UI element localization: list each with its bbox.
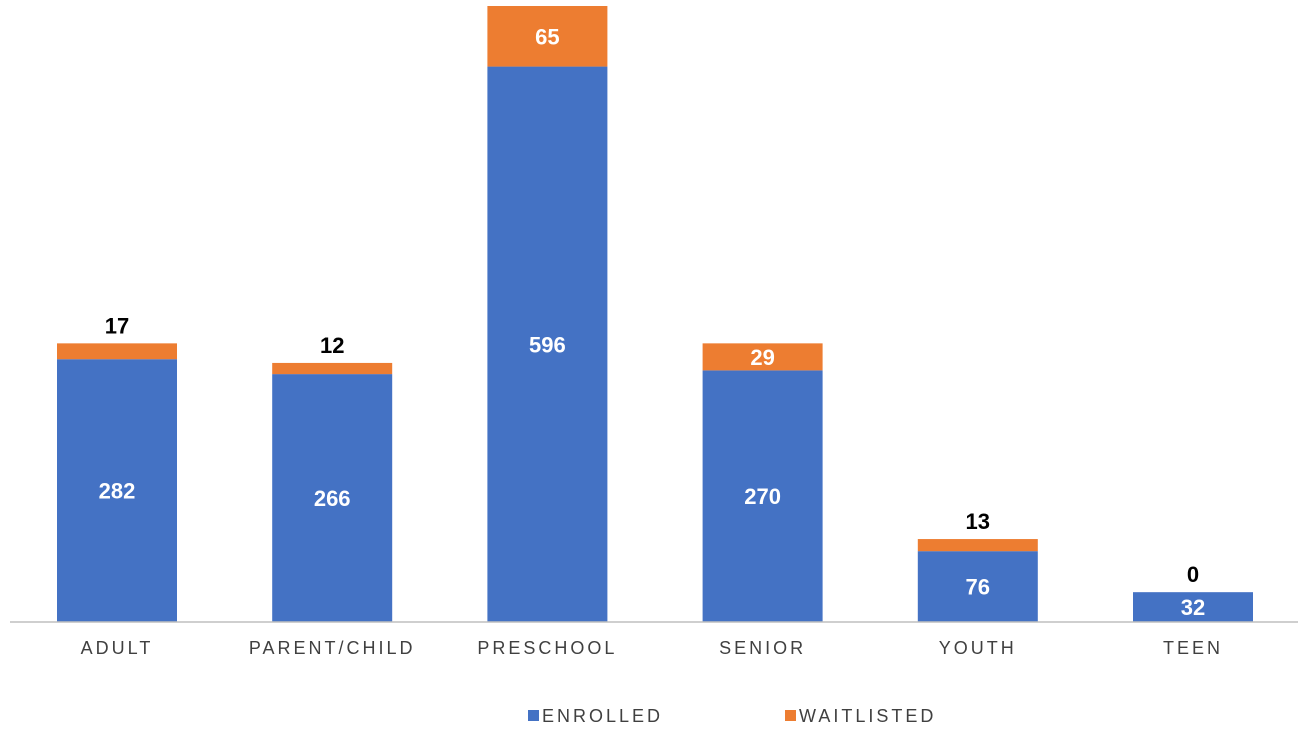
- x-tick-preschool: PRESCHOOL: [477, 638, 617, 658]
- data-label-preschool-waitlisted: 65: [535, 24, 559, 49]
- legend-label-waitlisted: WAITLISTED: [799, 706, 936, 726]
- data-label-youth-enrolled: 76: [966, 575, 990, 600]
- data-label-teen-enrolled: 32: [1181, 595, 1205, 620]
- x-tick-youth: YOUTH: [939, 638, 1017, 658]
- x-tick-teen: TEEN: [1163, 638, 1223, 658]
- legend-swatch-waitlisted: [785, 710, 796, 721]
- x-tick-adult: ADULT: [81, 638, 154, 658]
- legend-swatch-enrolled: [528, 710, 539, 721]
- bar-adult-waitlisted: [57, 343, 177, 360]
- bar-senior-enrolled: [702, 370, 823, 622]
- bar-parent-child-enrolled: [272, 374, 393, 622]
- bar-youth-enrolled: [917, 551, 1038, 622]
- data-label-youth-waitlisted: 13: [966, 509, 990, 534]
- bar-teen-enrolled: [1133, 592, 1253, 622]
- bar-preschool-enrolled: [487, 66, 608, 622]
- bar-youth-waitlisted: [917, 539, 1038, 552]
- data-label-adult-waitlisted: 17: [105, 313, 129, 338]
- bar-parent-child-waitlisted: [272, 362, 393, 375]
- x-tick-parent-child: PARENT/CHILD: [249, 638, 416, 658]
- data-label-senior-enrolled: 270: [744, 484, 781, 509]
- bar-preschool-waitlisted: [487, 6, 608, 67]
- x-tick-labels: ADULT PARENT/CHILD PRESCHOOL SENIOR YOUTH TEE…: [81, 638, 1223, 658]
- bar-senior-waitlisted: [702, 343, 823, 371]
- legend-label-enrolled: ENROLLED: [542, 706, 663, 726]
- bars-group: [57, 6, 1253, 622]
- x-tick-senior: SENIOR: [719, 638, 806, 658]
- data-label-parent-child-enrolled: 266: [314, 486, 351, 511]
- data-label-parent-child-waitlisted: 12: [320, 333, 344, 358]
- data-label-preschool-enrolled: 596: [529, 332, 566, 357]
- data-label-senior-waitlisted: 29: [750, 345, 774, 370]
- data-label-teen-waitlisted: 0: [1187, 562, 1199, 587]
- data-labels: 282 17 266 12 596 65 270 29 76 13 32 0: [99, 24, 1206, 620]
- legend: ENROLLED WAITLISTED: [528, 706, 936, 726]
- data-label-adult-enrolled: 282: [99, 479, 136, 504]
- bar-adult-enrolled: [57, 359, 177, 622]
